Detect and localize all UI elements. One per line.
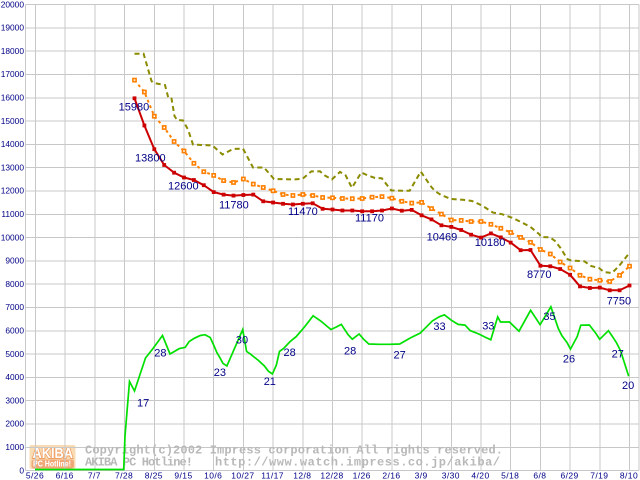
- svg-text:27: 27: [394, 350, 406, 362]
- svg-text:7/7: 7/7: [88, 470, 101, 480]
- svg-text:14000: 14000: [1, 139, 25, 149]
- svg-text:4000: 4000: [5, 372, 24, 382]
- svg-text:17000: 17000: [1, 69, 25, 79]
- svg-text:18000: 18000: [1, 46, 25, 56]
- svg-text:16000: 16000: [1, 93, 25, 103]
- svg-text:8/10: 8/10: [620, 470, 638, 480]
- svg-text:9/15: 9/15: [174, 470, 192, 480]
- svg-text:PC Hotline!: PC Hotline!: [33, 459, 71, 468]
- svg-text:6/16: 6/16: [56, 470, 74, 480]
- svg-text:27: 27: [612, 349, 624, 361]
- svg-text:10180: 10180: [475, 237, 506, 249]
- svg-text:21: 21: [264, 376, 276, 388]
- svg-text:13800: 13800: [135, 153, 166, 165]
- svg-text:13000: 13000: [1, 162, 25, 172]
- svg-text:28: 28: [154, 348, 166, 360]
- svg-text:26: 26: [563, 354, 575, 366]
- svg-text:7/19: 7/19: [590, 470, 608, 480]
- svg-text:7750: 7750: [607, 296, 631, 308]
- svg-text:6/29: 6/29: [561, 470, 579, 480]
- svg-text:30: 30: [236, 335, 248, 347]
- svg-text:6/8: 6/8: [533, 470, 546, 480]
- svg-text:15000: 15000: [1, 116, 25, 126]
- svg-text:5000: 5000: [5, 349, 24, 359]
- svg-text:11/17: 11/17: [261, 470, 284, 480]
- svg-text:11000: 11000: [1, 209, 24, 219]
- svg-text:8770: 8770: [527, 269, 551, 281]
- svg-text:7/28: 7/28: [115, 470, 133, 480]
- svg-text:28: 28: [344, 346, 356, 358]
- svg-text:http://www.watch.impress.co.jp: http://www.watch.impress.co.jp/akiba/: [215, 455, 500, 469]
- svg-text:4/20: 4/20: [471, 470, 489, 480]
- svg-text:10/6: 10/6: [204, 470, 222, 480]
- svg-text:2/16: 2/16: [382, 470, 400, 480]
- svg-text:11170: 11170: [355, 213, 384, 225]
- svg-text:3/9: 3/9: [415, 470, 428, 480]
- svg-text:AKIBA PC Hotline!: AKIBA PC Hotline!: [85, 455, 193, 469]
- svg-text:15980: 15980: [119, 102, 150, 114]
- svg-text:11470: 11470: [288, 206, 318, 218]
- svg-text:7000: 7000: [5, 302, 24, 312]
- svg-text:11780: 11780: [219, 200, 249, 212]
- svg-text:12/8: 12/8: [293, 470, 311, 480]
- svg-text:8/25: 8/25: [145, 470, 163, 480]
- svg-text:17: 17: [137, 398, 149, 410]
- svg-text:33: 33: [433, 321, 445, 333]
- svg-text:19000: 19000: [1, 23, 25, 33]
- svg-text:20000: 20000: [1, 0, 25, 9]
- svg-text:12/28: 12/28: [320, 470, 343, 480]
- svg-text:10469: 10469: [427, 232, 458, 244]
- svg-text:0: 0: [19, 465, 24, 475]
- svg-text:1/26: 1/26: [353, 470, 371, 480]
- svg-text:23: 23: [214, 367, 226, 379]
- svg-text:33: 33: [482, 321, 494, 333]
- svg-text:3000: 3000: [5, 395, 24, 405]
- svg-text:28: 28: [284, 347, 296, 359]
- svg-text:12000: 12000: [1, 186, 25, 196]
- svg-text:3/30: 3/30: [442, 470, 460, 480]
- svg-text:20: 20: [622, 380, 634, 392]
- svg-text:6000: 6000: [5, 326, 24, 336]
- svg-text:8000: 8000: [5, 279, 24, 289]
- svg-text:12600: 12600: [168, 181, 199, 193]
- svg-text:10/27: 10/27: [231, 470, 254, 480]
- svg-text:AKIBA: AKIBA: [33, 445, 74, 462]
- svg-text:2000: 2000: [5, 419, 24, 429]
- svg-text:9000: 9000: [5, 256, 24, 266]
- svg-text:5/26: 5/26: [26, 470, 44, 480]
- svg-text:10000: 10000: [1, 232, 25, 242]
- svg-text:5/18: 5/18: [501, 470, 519, 480]
- svg-text:Copyright(c)2002 Impress corpo: Copyright(c)2002 Impress corporation All…: [85, 443, 503, 457]
- svg-text:1000: 1000: [5, 442, 24, 452]
- svg-text:35: 35: [543, 311, 555, 323]
